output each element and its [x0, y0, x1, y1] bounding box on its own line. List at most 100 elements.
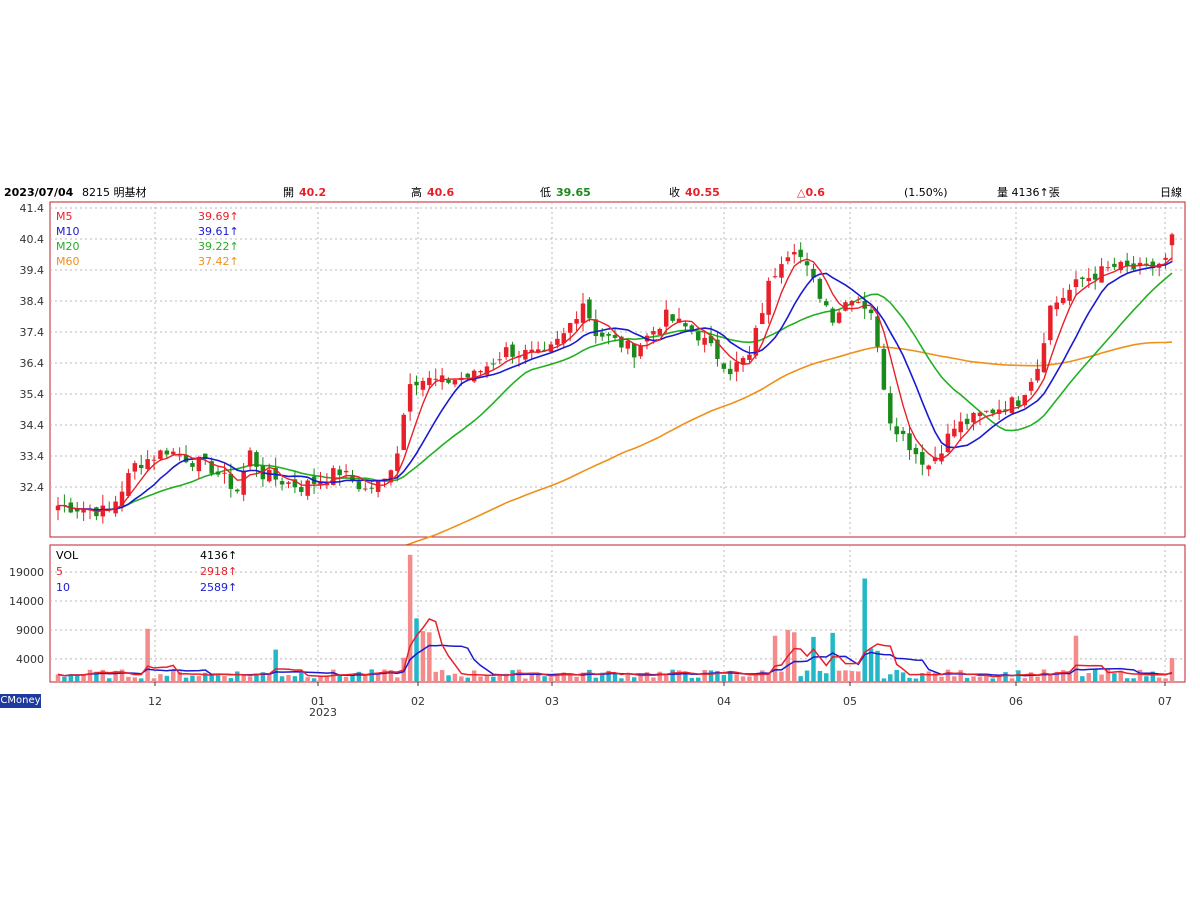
volume-bar	[491, 676, 496, 682]
volume-bar	[177, 671, 182, 682]
volume-bar	[414, 618, 419, 682]
volume-bar	[1003, 672, 1008, 682]
candle-body	[676, 318, 682, 323]
volume-bar	[567, 673, 573, 682]
volume-bar	[1067, 673, 1072, 682]
volume-bar	[299, 672, 304, 682]
volume-bar	[1086, 673, 1092, 682]
candle-body	[1035, 368, 1040, 381]
candle-body	[1003, 409, 1008, 412]
candle-body	[177, 455, 182, 457]
candle-body	[715, 339, 720, 359]
candle-body	[913, 448, 919, 455]
volume-bar	[171, 669, 176, 682]
candle-body	[836, 312, 842, 323]
cmoney-logo: CMoney	[0, 694, 41, 708]
volume-bar	[113, 670, 118, 682]
volume-bar	[939, 676, 944, 682]
candle-body	[548, 344, 554, 352]
candle-body	[561, 333, 567, 344]
candle-body	[1060, 297, 1066, 304]
volume-bar	[990, 678, 995, 682]
volume-bar	[190, 675, 195, 682]
header-close-value: 40.55	[685, 186, 720, 199]
ma10-line	[64, 260, 1173, 511]
candle-body	[235, 489, 240, 492]
volume-bar	[1022, 678, 1027, 682]
candle-body	[401, 414, 406, 451]
volume-bar	[657, 671, 663, 682]
volume-bar	[824, 673, 829, 682]
volume-bar	[132, 677, 138, 682]
candle-body	[420, 380, 426, 390]
volume-bar	[638, 676, 643, 682]
ma5-path	[58, 257, 1173, 513]
candle-body	[843, 302, 848, 311]
volume-bar	[382, 669, 387, 682]
candle-body	[247, 450, 253, 467]
volume-bar	[375, 674, 381, 682]
ma60-line	[301, 341, 1173, 559]
volume-bar	[760, 670, 765, 682]
volume-bar	[420, 631, 426, 682]
candle-body	[606, 333, 611, 336]
candle-body	[555, 338, 560, 345]
candle-body	[171, 451, 176, 455]
legend-vol10-value: 2589↑	[200, 581, 237, 594]
price-tick-label: 41.4	[20, 202, 45, 215]
volume-bar	[663, 673, 669, 682]
date-tick-label: 07	[1158, 695, 1172, 708]
candle-body	[465, 373, 470, 378]
volume-bar	[1016, 670, 1021, 682]
volume-bar	[126, 676, 131, 682]
candle-body	[593, 319, 599, 337]
legend-vol5-value: 2918↑	[200, 565, 237, 578]
volume-legend: VOL 4136↑ 5 2918↑ 10 2589↑	[56, 549, 237, 594]
volume-bar	[881, 678, 887, 682]
volume-bar	[1112, 673, 1117, 682]
date-tick-label: 03	[545, 695, 559, 708]
candle-body	[900, 430, 906, 434]
volume-bar	[516, 669, 522, 682]
candle-body	[1169, 234, 1175, 246]
candle-body	[689, 325, 695, 332]
candle-body	[363, 488, 368, 490]
candle-body	[638, 345, 643, 357]
candle-body	[990, 409, 995, 414]
candle-body	[830, 308, 835, 323]
volume-ma5-path	[57, 617, 1173, 678]
candle-body	[1009, 397, 1015, 413]
candle-body	[625, 340, 631, 349]
volume-bar	[945, 669, 951, 682]
volume-bar	[247, 676, 253, 682]
volume-bar	[676, 670, 682, 682]
volume-bar	[138, 678, 144, 682]
volume-bar	[74, 674, 80, 682]
candle-body	[196, 456, 202, 472]
volume-bar	[932, 672, 938, 682]
candle-body	[369, 487, 374, 489]
volume-bar	[1150, 671, 1156, 682]
volume-bar	[1118, 670, 1124, 682]
candle-body	[631, 343, 637, 358]
candle-body	[497, 359, 502, 361]
volume-bar	[119, 669, 125, 682]
volume-bar	[862, 578, 867, 682]
volume-bar	[900, 672, 906, 682]
candle-body	[510, 344, 515, 357]
ma5-line	[58, 257, 1173, 513]
date-tick-label: 05	[843, 695, 857, 708]
volume-bar	[926, 671, 931, 682]
volume-bar	[465, 677, 470, 682]
volume-bar	[209, 673, 214, 682]
volume-bar	[1156, 677, 1162, 682]
volume-bar	[439, 670, 445, 682]
volume-bar	[241, 673, 246, 682]
volume-bar	[94, 671, 99, 682]
volume-bar	[100, 669, 106, 682]
volume-bar	[798, 676, 803, 682]
candle-body	[932, 457, 938, 462]
volume-bar	[721, 674, 727, 682]
header-open-value: 40.2	[299, 186, 326, 199]
candle-body	[798, 249, 803, 257]
